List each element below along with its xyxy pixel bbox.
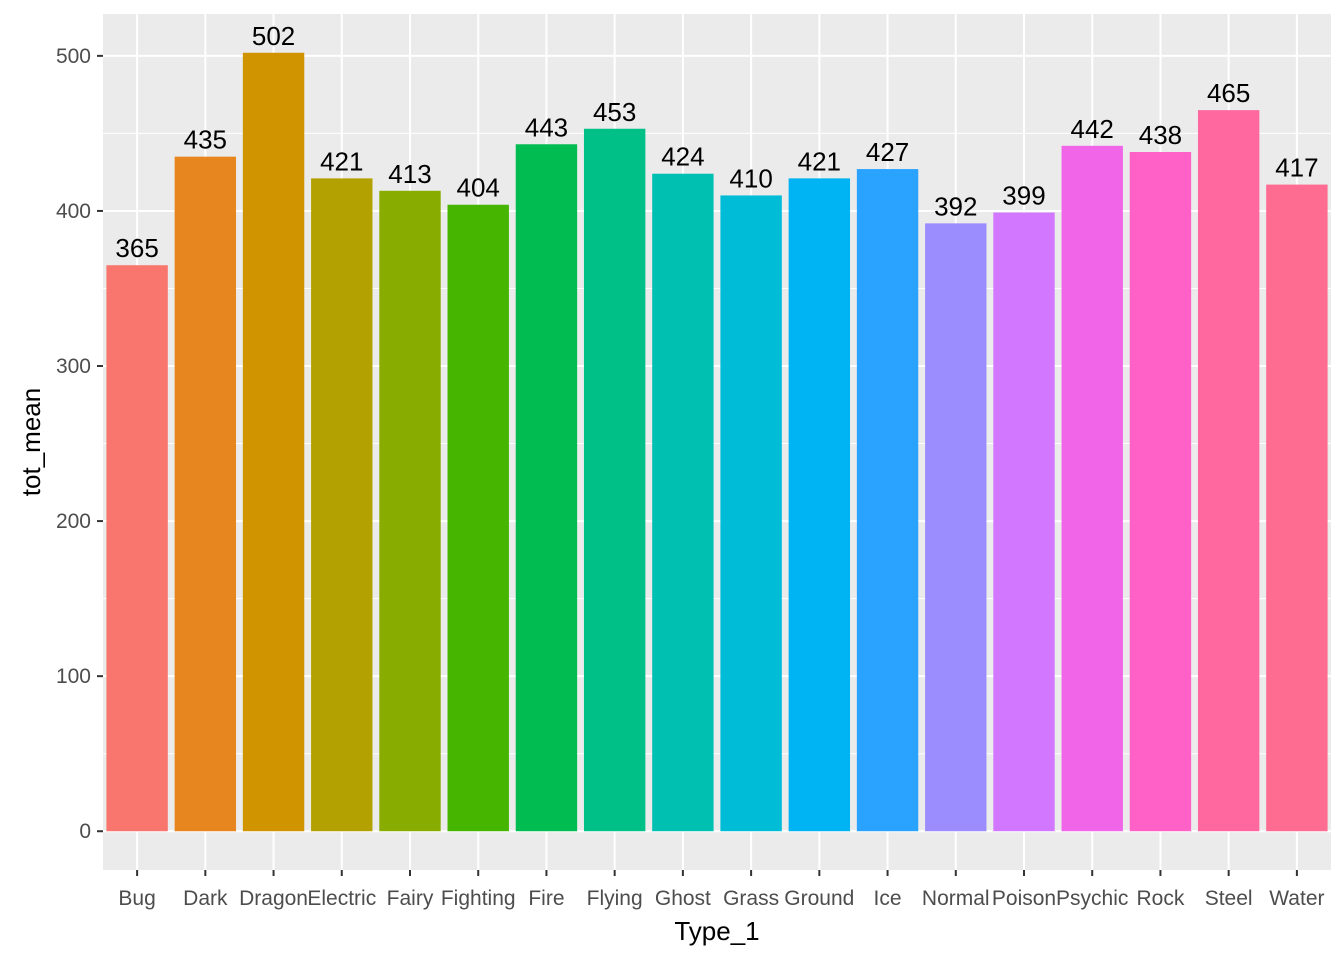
bar-psychic [1061,145,1123,832]
bar-dragon [242,52,305,832]
data-label-steel: 465 [1207,78,1250,108]
x-tick-label-psychic: Psychic [1056,887,1128,910]
bars-group [106,52,1328,832]
x-tick-label-water: Water [1269,887,1324,910]
bar-fire [515,144,578,832]
x-tick-label-ice: Ice [874,887,902,910]
x-tick-label-ground: Ground [784,887,854,910]
data-label-dragon: 502 [252,21,295,51]
y-tick-label: 400 [56,200,91,223]
bar-rock [1129,152,1192,832]
x-axis: Bug Dark Dragon Electric Fairy Fighting Fire Fl… [118,870,1325,910]
x-tick-label-dark: Dark [183,887,228,910]
bar-poison [993,212,1055,832]
x-tick-label-dragon: Dragon [239,887,308,910]
bar-electric [311,178,373,832]
x-tick-label-rock: Rock [1137,887,1185,910]
bar-dark [174,156,237,832]
bar-ghost [652,173,714,832]
minor-gridlines [103,132,1331,755]
data-label-flying: 453 [593,97,636,127]
data-label-electric: 421 [320,146,363,176]
data-label-dark: 435 [184,125,227,155]
x-tick-label-fairy: Fairy [387,887,434,910]
y-tick-label: 100 [56,665,91,688]
x-axis-title: Type_1 [674,916,759,946]
plot-panel [103,14,1331,870]
data-label-grass: 410 [729,163,772,193]
data-label-psychic: 442 [1071,114,1114,144]
bar-fairy [379,190,441,832]
bar-flying [583,128,646,832]
x-tick-label-steel: Steel [1205,887,1253,910]
x-tick-label-fighting: Fighting [441,887,516,910]
y-axis-title: tot_mean [16,388,46,496]
x-tick-label-fire: Fire [528,887,564,910]
bar-bug [106,265,168,832]
x-tick-label-grass: Grass [723,887,779,910]
bar-grass [720,195,782,832]
data-label-fire: 443 [525,112,568,142]
bar-ground [788,178,851,832]
y-tick-label: 0 [79,820,91,843]
x-tick-label-bug: Bug [118,887,155,910]
bar-ice [856,169,919,832]
data-label-water: 417 [1275,153,1318,183]
data-label-ice: 427 [866,137,909,167]
x-tick-label-flying: Flying [587,887,643,910]
data-label-rock: 438 [1139,120,1182,150]
y-tick-label: 300 [56,355,91,378]
data-label-ground: 421 [798,146,841,176]
data-labels-group: 365 435 502 421 413 404 443 453 424 410 421 427 392 3… [115,21,1318,263]
data-label-fairy: 413 [388,159,431,189]
x-tick-label-poison: Poison [992,887,1056,910]
data-label-ghost: 424 [661,142,704,172]
bar-water [1266,184,1328,832]
y-axis: 0 100 200 300 400 500 [56,45,103,843]
y-tick-label: 500 [56,45,91,68]
bar-fighting [447,204,509,832]
x-tick-label-ghost: Ghost [655,887,711,910]
x-tick-label-normal: Normal [922,887,990,910]
bar-steel [1197,110,1260,832]
y-tick-label: 200 [56,510,91,533]
data-label-bug: 365 [115,233,158,263]
data-label-normal: 392 [934,191,977,221]
data-label-poison: 399 [1002,180,1045,210]
data-label-fighting: 404 [457,173,500,203]
bar-normal [925,223,987,832]
x-tick-label-electric: Electric [307,887,376,910]
